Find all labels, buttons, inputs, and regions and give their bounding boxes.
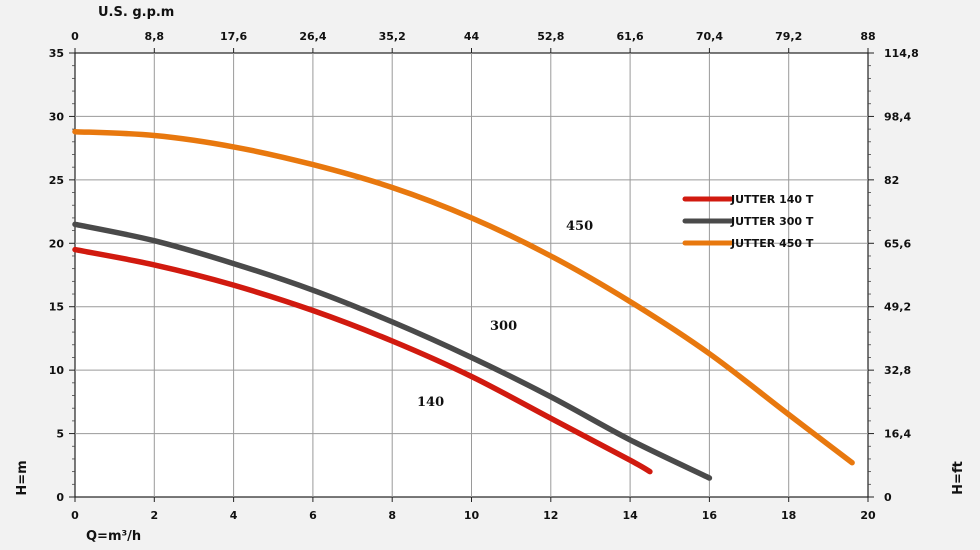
y-tick-label: 20 [49,237,65,250]
right-tick-label: 32,8 [884,364,911,377]
right-tick-label: 0 [884,491,892,504]
right-tick-label: 16,4 [884,428,911,441]
top-tick-label: 52,8 [537,30,564,43]
top-axis-title: U.S. g.p.m [98,5,174,20]
y-tick-label: 15 [49,301,64,314]
curve-label-140-box: 140 [414,390,460,428]
y-tick-label: 30 [49,110,65,123]
legend-label-300: JUTTER 300 T [730,215,814,228]
curve-label-450: 450 [566,219,593,234]
y-tick-label: 5 [56,428,64,441]
right-tick-label: 98,4 [884,110,911,123]
y-tick-label: 0 [56,491,64,504]
right-axis-title: H=ft [951,461,966,495]
top-tick-label: 61,6 [617,30,644,43]
curve-label-140: 140 [417,395,444,410]
x-tick-label: 18 [781,509,796,522]
x-tick-label: 8 [388,509,396,522]
top-tick-label: 44 [464,30,480,43]
curve-label-300: 300 [490,319,517,334]
curve-label-450-box: 450 [560,210,606,242]
x-tick-label: 4 [230,509,238,522]
series-line-140 [72,246,653,475]
legend-label-450: JUTTER 450 T [730,237,814,250]
x-tick-label: 12 [543,509,558,522]
top-tick-label: 26,4 [299,30,326,43]
top-tick-label: 0 [71,30,79,43]
right-tick-label: 49,2 [884,301,911,314]
x-tick-label: 0 [71,509,79,522]
top-tick-label: 17,6 [220,30,247,43]
grid [75,53,868,497]
top-tick-label: 70,4 [696,30,723,43]
x-tick-label: 16 [702,509,718,522]
legend-label-140: JUTTER 140 T [730,193,814,206]
x-tick-label: 6 [309,509,317,522]
y-tick-label: 10 [49,364,65,377]
top-tick-label: 88 [860,30,875,43]
curve-label-300-box: 300 [487,314,528,348]
right-tick-label: 114,8 [884,47,919,60]
y-tick-label: 25 [49,174,64,187]
x-tick-label: 14 [622,509,638,522]
x-tick-label: 10 [464,509,480,522]
series-line-300 [72,221,713,481]
right-tick-label: 82 [884,174,899,187]
left-axis-title: H=m [15,460,30,495]
x-tick-label: 20 [860,509,876,522]
top-tick-label: 79,2 [775,30,802,43]
top-tick-label: 35,2 [379,30,406,43]
top-tick-label: 8,8 [145,30,165,43]
legend: JUTTER 140 T JUTTER 300 T JUTTER 450 T [682,193,814,250]
ticks: 0028,8417,6626,4835,210441252,81461,6167… [49,30,919,522]
bottom-axis-title: Q=m³/h [86,529,141,544]
series-line-450 [72,128,855,466]
x-tick-label: 2 [150,509,158,522]
y-tick-label: 35 [49,47,64,60]
right-tick-label: 65,6 [884,237,911,250]
series-curves [72,128,855,481]
